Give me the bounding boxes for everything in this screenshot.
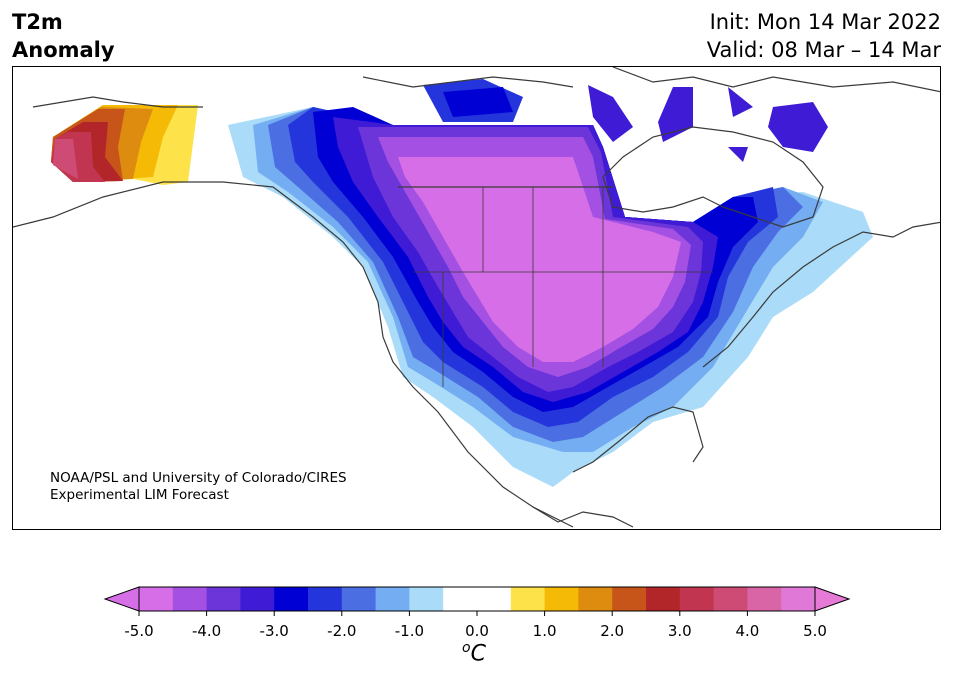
colorbar-swatch: [409, 587, 444, 611]
credit-text: NOAA/PSL and University of Colorado/CIRE…: [50, 470, 347, 504]
init-date: Init: Mon 14 Mar 2022: [709, 10, 941, 34]
colorbar-swatch: [206, 587, 241, 611]
colorbar-swatch: [544, 587, 579, 611]
colorbar-swatch: [443, 587, 478, 611]
colorbar-swatch: [612, 587, 647, 611]
credit-line1: NOAA/PSL and University of Colorado/CIRE…: [50, 470, 347, 486]
colorbar-swatch: [172, 587, 208, 611]
colorbar-tick-label: -4.0: [191, 622, 222, 640]
credit-line2: Experimental LIM Forecast: [50, 487, 229, 503]
colorbar-swatch: [139, 587, 174, 611]
colorbar-tick-label: 2.0: [600, 622, 625, 640]
unit-degree: o: [462, 640, 471, 656]
title-line1: T2m: [12, 10, 63, 34]
colorbar-tick-label: 3.0: [667, 622, 692, 640]
colorbar-swatch: [747, 587, 782, 611]
colorbar-tick-label: -3.0: [259, 622, 289, 640]
colorbar-tick-label: 5.0: [803, 622, 827, 640]
colorbar-over-arrow: [814, 586, 851, 612]
colorbar-unit: oC: [462, 640, 486, 666]
forecast-dates: Init: Mon 14 Mar 2022 Valid: 08 Mar – 14…: [707, 8, 941, 64]
colorbar-swatch: [510, 587, 546, 611]
colorbar-swatch: [375, 587, 410, 611]
unit-letter: C: [470, 641, 486, 667]
arctic-cold-patches: [423, 79, 828, 162]
cold-anomaly: [228, 107, 873, 487]
map-title: T2m Anomaly: [12, 8, 115, 64]
colorbar-swatches: [103, 586, 851, 616]
colorbar-swatch: [713, 587, 748, 611]
coastlines: [13, 67, 940, 528]
colorbar-swatch: [781, 587, 816, 611]
anomaly-map: NOAA/PSL and University of Colorado/CIRE…: [12, 66, 941, 530]
colorbar-swatch: [646, 587, 681, 611]
colorbar-swatch: [578, 587, 613, 611]
colorbar-swatch: [240, 587, 275, 611]
colorbar-swatch: [341, 587, 377, 611]
colorbar-swatch: [308, 587, 343, 611]
colorbar-tick-label: 0.0: [465, 622, 489, 640]
valid-range: Valid: 08 Mar – 14 Mar: [706, 38, 941, 62]
colorbar-tick-label: 4.0: [735, 622, 760, 640]
colorbar-swatch: [274, 587, 309, 611]
colorbar-tick-label: -5.0: [124, 622, 154, 640]
colorbar-swatch: [679, 587, 715, 611]
map-svg: [13, 67, 940, 528]
colorbar-tick-label: 1.0: [532, 622, 557, 640]
colorbar-tick-label: -1.0: [394, 622, 425, 640]
colorbar-tick-label: -2.0: [327, 622, 357, 640]
colorbar-swatch: [477, 587, 512, 611]
title-line2: Anomaly: [12, 38, 115, 62]
colorbar-under-arrow: [103, 586, 140, 612]
alaska-warm-anomaly: [51, 105, 198, 185]
